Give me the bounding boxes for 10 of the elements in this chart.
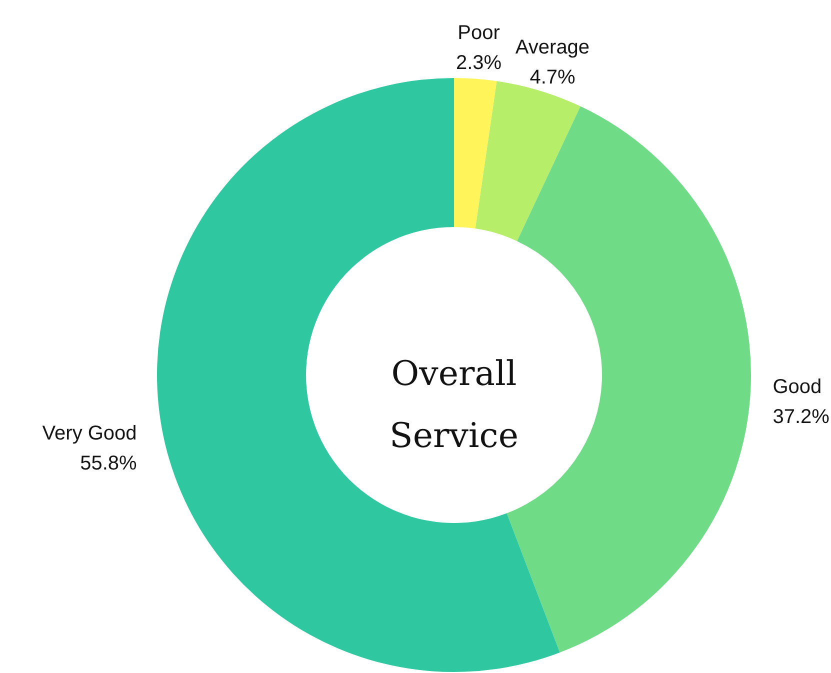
data-label: 37.2%	[772, 406, 830, 428]
data-label: 4.7%	[530, 66, 576, 89]
slice-label: Good	[772, 376, 822, 398]
donut-slice	[454, 78, 497, 229]
slice-label: Average	[515, 36, 590, 59]
text: Overall Service	[390, 354, 518, 456]
data-label: 55.8%	[80, 452, 138, 474]
slice-label: Poor	[458, 22, 500, 44]
data-label: 2.3%	[456, 52, 502, 74]
slice-label: Very Good	[42, 422, 137, 444]
